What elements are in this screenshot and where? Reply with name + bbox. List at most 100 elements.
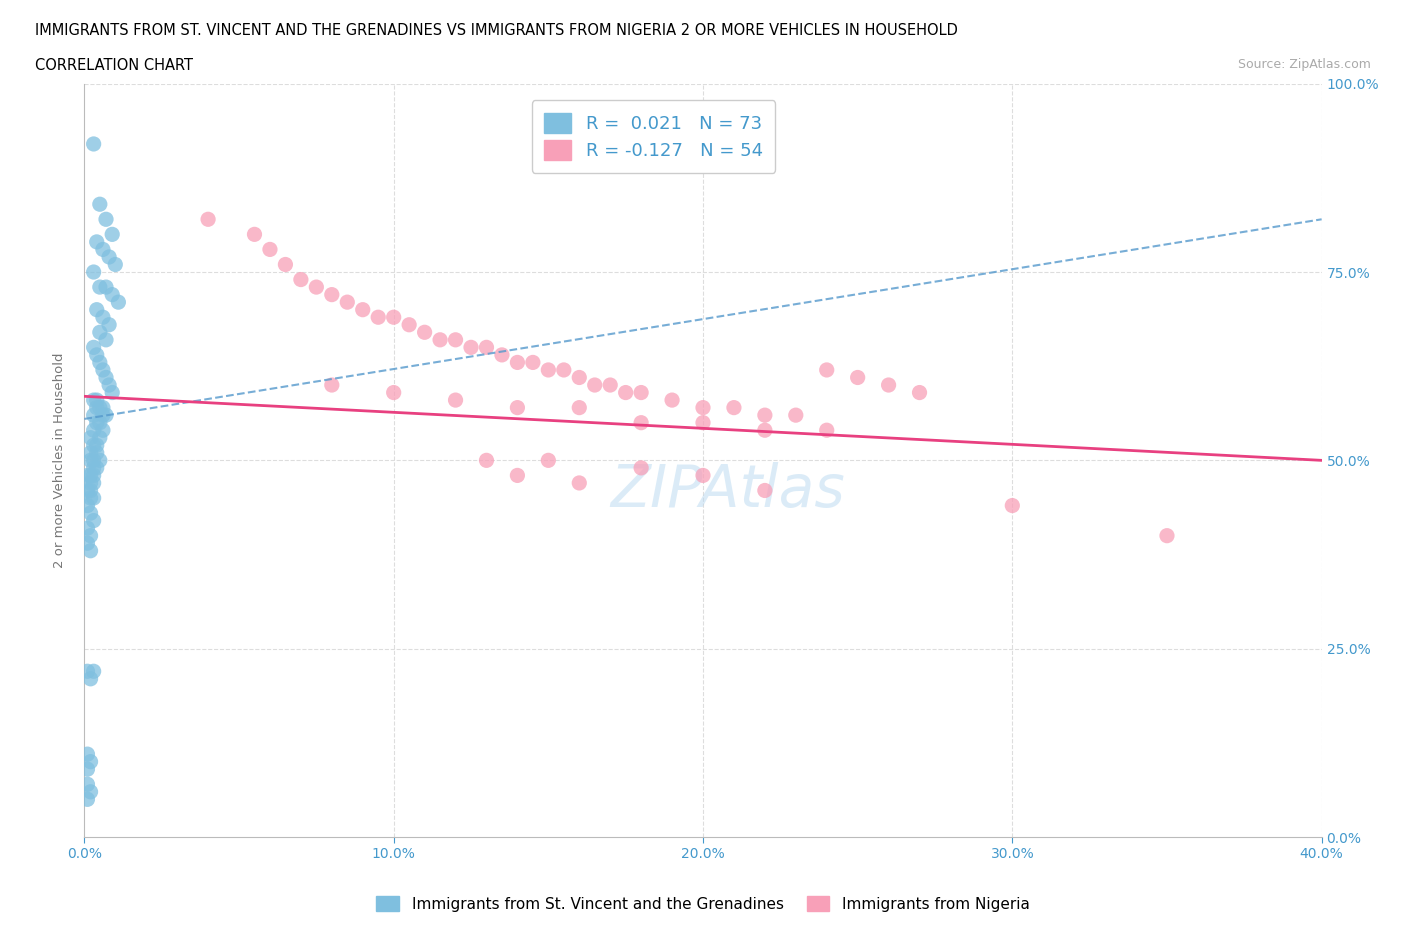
- Point: [91, 423, 114, 438]
- Point: [79, 453, 101, 468]
- Point: [94, 407, 117, 422]
- Point: [79, 468, 101, 483]
- Point: [568, 475, 591, 490]
- Point: [506, 355, 529, 370]
- Point: [382, 385, 405, 400]
- Point: [76, 468, 98, 483]
- Point: [76, 792, 98, 807]
- Point: [537, 453, 560, 468]
- Point: [76, 536, 98, 551]
- Text: Source: ZipAtlas.com: Source: ZipAtlas.com: [1237, 58, 1371, 71]
- Point: [815, 423, 838, 438]
- Point: [98, 317, 121, 332]
- Point: [815, 363, 838, 378]
- Point: [259, 242, 281, 257]
- Point: [76, 498, 98, 513]
- Point: [104, 257, 127, 272]
- Point: [537, 363, 560, 378]
- Point: [83, 423, 105, 438]
- Point: [754, 423, 776, 438]
- Point: [599, 378, 621, 392]
- Point: [382, 310, 405, 325]
- Point: [79, 475, 101, 490]
- Point: [76, 483, 98, 498]
- Point: [522, 355, 544, 370]
- Point: [89, 197, 111, 212]
- Point: [79, 543, 101, 558]
- Point: [83, 339, 105, 354]
- Point: [86, 392, 108, 407]
- Point: [243, 227, 266, 242]
- Point: [86, 302, 108, 317]
- Point: [367, 310, 389, 325]
- Point: [79, 754, 101, 769]
- Point: [321, 287, 343, 302]
- Point: [846, 370, 869, 385]
- Point: [754, 407, 776, 422]
- Point: [491, 348, 513, 363]
- Point: [79, 506, 101, 521]
- Point: [83, 392, 105, 407]
- Legend: R =  0.021   N = 73, R = -0.127   N = 54: R = 0.021 N = 73, R = -0.127 N = 54: [531, 100, 776, 173]
- Point: [79, 445, 101, 460]
- Point: [398, 317, 420, 332]
- Point: [91, 400, 114, 415]
- Point: [79, 784, 101, 799]
- Point: [692, 400, 714, 415]
- Point: [506, 468, 529, 483]
- Point: [86, 438, 108, 453]
- Point: [305, 280, 328, 295]
- Point: [76, 664, 98, 679]
- Point: [94, 332, 117, 347]
- Point: [98, 249, 121, 264]
- Point: [336, 295, 359, 310]
- Point: [79, 491, 101, 506]
- Point: [568, 400, 591, 415]
- Point: [89, 355, 111, 370]
- Point: [89, 453, 111, 468]
- Point: [1001, 498, 1024, 513]
- Point: [101, 385, 124, 400]
- Point: [785, 407, 807, 422]
- Point: [630, 415, 652, 430]
- Point: [83, 513, 105, 528]
- Point: [83, 453, 105, 468]
- Point: [630, 460, 652, 475]
- Point: [274, 257, 297, 272]
- Point: [877, 378, 900, 392]
- Point: [94, 370, 117, 385]
- Point: [91, 363, 114, 378]
- Point: [352, 302, 374, 317]
- Text: IMMIGRANTS FROM ST. VINCENT AND THE GRENADINES VS IMMIGRANTS FROM NIGERIA 2 OR M: IMMIGRANTS FROM ST. VINCENT AND THE GREN…: [35, 23, 957, 38]
- Point: [76, 762, 98, 777]
- Point: [754, 483, 776, 498]
- Point: [79, 671, 101, 686]
- Point: [89, 415, 111, 430]
- Point: [91, 242, 114, 257]
- Point: [79, 528, 101, 543]
- Point: [661, 392, 683, 407]
- Point: [83, 468, 105, 483]
- Point: [290, 272, 312, 287]
- Point: [614, 385, 637, 400]
- Point: [413, 325, 436, 339]
- Text: ZIPAtlas: ZIPAtlas: [610, 462, 845, 519]
- Point: [475, 453, 498, 468]
- Point: [86, 400, 108, 415]
- Point: [83, 460, 105, 475]
- Point: [83, 491, 105, 506]
- Point: [444, 392, 467, 407]
- Point: [98, 378, 121, 392]
- Point: [89, 325, 111, 339]
- Point: [94, 280, 117, 295]
- Point: [83, 438, 105, 453]
- Point: [83, 264, 105, 279]
- Point: [1156, 528, 1178, 543]
- Legend: Immigrants from St. Vincent and the Grenadines, Immigrants from Nigeria: Immigrants from St. Vincent and the Gren…: [370, 889, 1036, 918]
- Point: [83, 407, 105, 422]
- Point: [83, 475, 105, 490]
- Point: [429, 332, 451, 347]
- Point: [444, 332, 467, 347]
- Point: [76, 747, 98, 762]
- Point: [86, 348, 108, 363]
